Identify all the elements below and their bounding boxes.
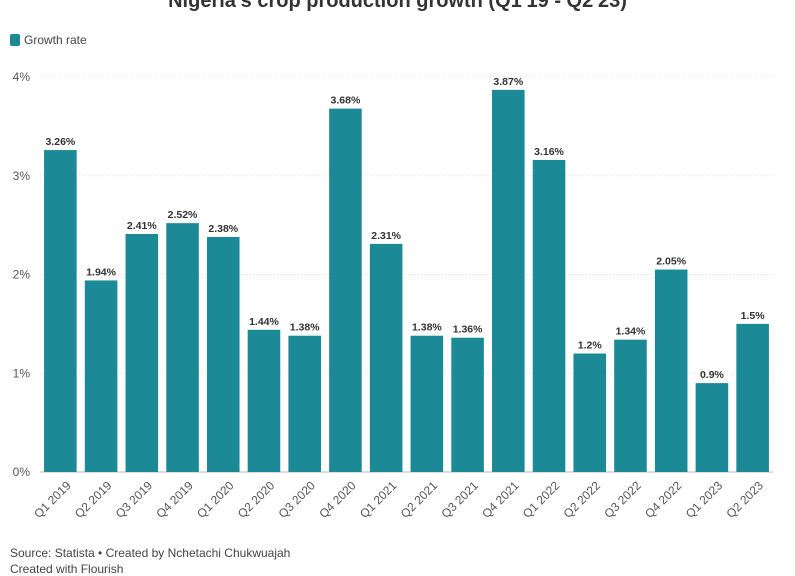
y-tick-label: 3%: [13, 169, 31, 183]
x-tick-label: Q4 2021: [479, 478, 522, 521]
x-tick-label: Q1 2023: [683, 478, 726, 521]
bar: [206, 236, 240, 472]
bar: [288, 335, 321, 472]
data-label: 2.41%: [127, 220, 157, 232]
x-tick-label: Q3 2020: [276, 478, 319, 521]
x-tick-label: Q1 2022: [520, 478, 563, 521]
legend: Growth rate: [10, 33, 87, 47]
y-tick-label: 2%: [13, 268, 31, 282]
x-tick-label: Q3 2021: [438, 478, 481, 521]
x-tick-label: Q1 2020: [194, 478, 237, 521]
data-label: 1.94%: [86, 266, 116, 278]
bar: [532, 159, 566, 472]
bar: [736, 323, 769, 472]
data-label: 0.9%: [700, 369, 725, 381]
data-label: 2.31%: [371, 230, 401, 242]
data-label: 3.16%: [534, 146, 564, 158]
bar: [695, 383, 729, 472]
chart-title: Nigeria's crop production growth (Q1'19 …: [168, 0, 627, 12]
bar: [492, 89, 525, 473]
bar: [410, 335, 444, 472]
bar: [451, 337, 484, 472]
bar: [84, 280, 118, 472]
x-tick-label: Q2 2022: [561, 478, 604, 521]
x-tick-label: Q4 2019: [153, 478, 196, 521]
bar: [166, 223, 199, 472]
data-label: 3.26%: [45, 136, 75, 148]
data-label: 1.36%: [453, 324, 483, 336]
bar: [614, 339, 647, 472]
data-label: 3.68%: [331, 95, 361, 107]
data-label: 1.44%: [249, 316, 279, 328]
bar: [573, 353, 607, 472]
made-with-note: Created with Flourish: [10, 562, 124, 576]
x-tick-label: Q2 2021: [398, 478, 441, 521]
bar: [329, 108, 362, 472]
bar: [247, 329, 281, 472]
x-tick-label: Q3 2022: [601, 478, 644, 521]
x-tick-label: Q2 2023: [724, 478, 767, 521]
data-label: 1.38%: [290, 322, 320, 334]
data-label: 1.5%: [741, 310, 766, 322]
x-tick-label: Q3 2019: [113, 478, 156, 521]
legend-swatch: [10, 34, 20, 46]
source-note: Source: Statista • Created by Nchetachi …: [10, 546, 291, 560]
y-tick-label: 4%: [13, 70, 31, 84]
x-tick-label: Q1 2019: [31, 478, 74, 521]
bar: [369, 243, 403, 472]
y-tick-label: 0%: [13, 465, 31, 479]
data-label: 1.2%: [578, 340, 603, 352]
bar: [654, 269, 688, 472]
x-tick-label: Q1 2021: [357, 478, 400, 521]
data-label: 1.38%: [412, 322, 442, 334]
data-label: 2.52%: [168, 209, 198, 221]
y-tick-label: 1%: [13, 366, 31, 380]
x-tick-label: Q2 2019: [72, 478, 115, 521]
x-tick-label: Q4 2020: [316, 478, 359, 521]
bar: [125, 234, 159, 472]
x-tick-label: Q4 2022: [642, 478, 685, 521]
data-label: 2.38%: [208, 223, 238, 235]
data-label: 2.05%: [656, 256, 686, 268]
legend-label: Growth rate: [24, 33, 87, 47]
data-label: 3.87%: [493, 76, 523, 88]
x-tick-label: Q2 2020: [235, 478, 278, 521]
bar: [44, 150, 77, 472]
data-label: 1.34%: [616, 326, 646, 338]
